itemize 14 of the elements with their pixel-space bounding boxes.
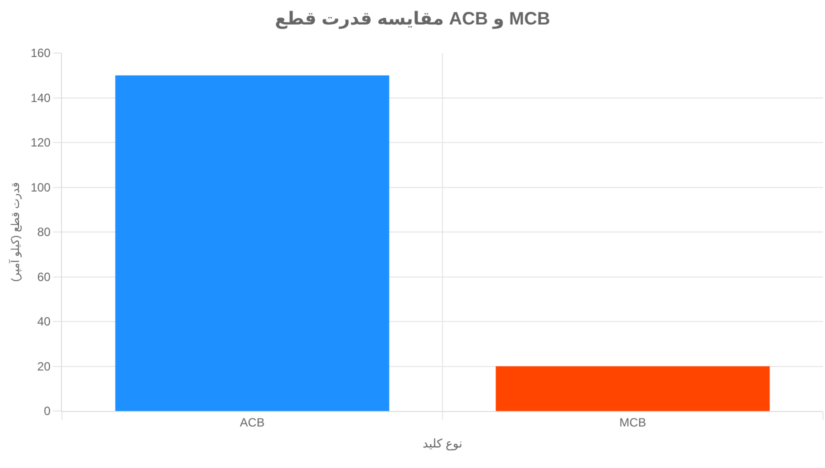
y-tick-label: 160 [30,46,51,60]
y-tick-label: 120 [30,136,51,150]
chart-title: مقایسه قدرت قطع ACB و MCB [274,8,550,30]
x-tick-label: MCB [619,415,646,430]
x-axis-title: نوع کلید [422,436,462,450]
y-tick-label: 20 [37,359,51,374]
y-tick-label: 40 [37,314,51,329]
y-tick-label: 60 [37,270,51,284]
y-tick-label: 0 [44,404,51,418]
y-axis-title: قدرت قطع (کیلو آمپر) [8,182,22,282]
y-tick-label: 100 [30,180,51,194]
y-tick-label: 140 [30,90,51,105]
x-tick-label: ACB [240,415,265,430]
y-tick-label: 80 [37,225,51,240]
